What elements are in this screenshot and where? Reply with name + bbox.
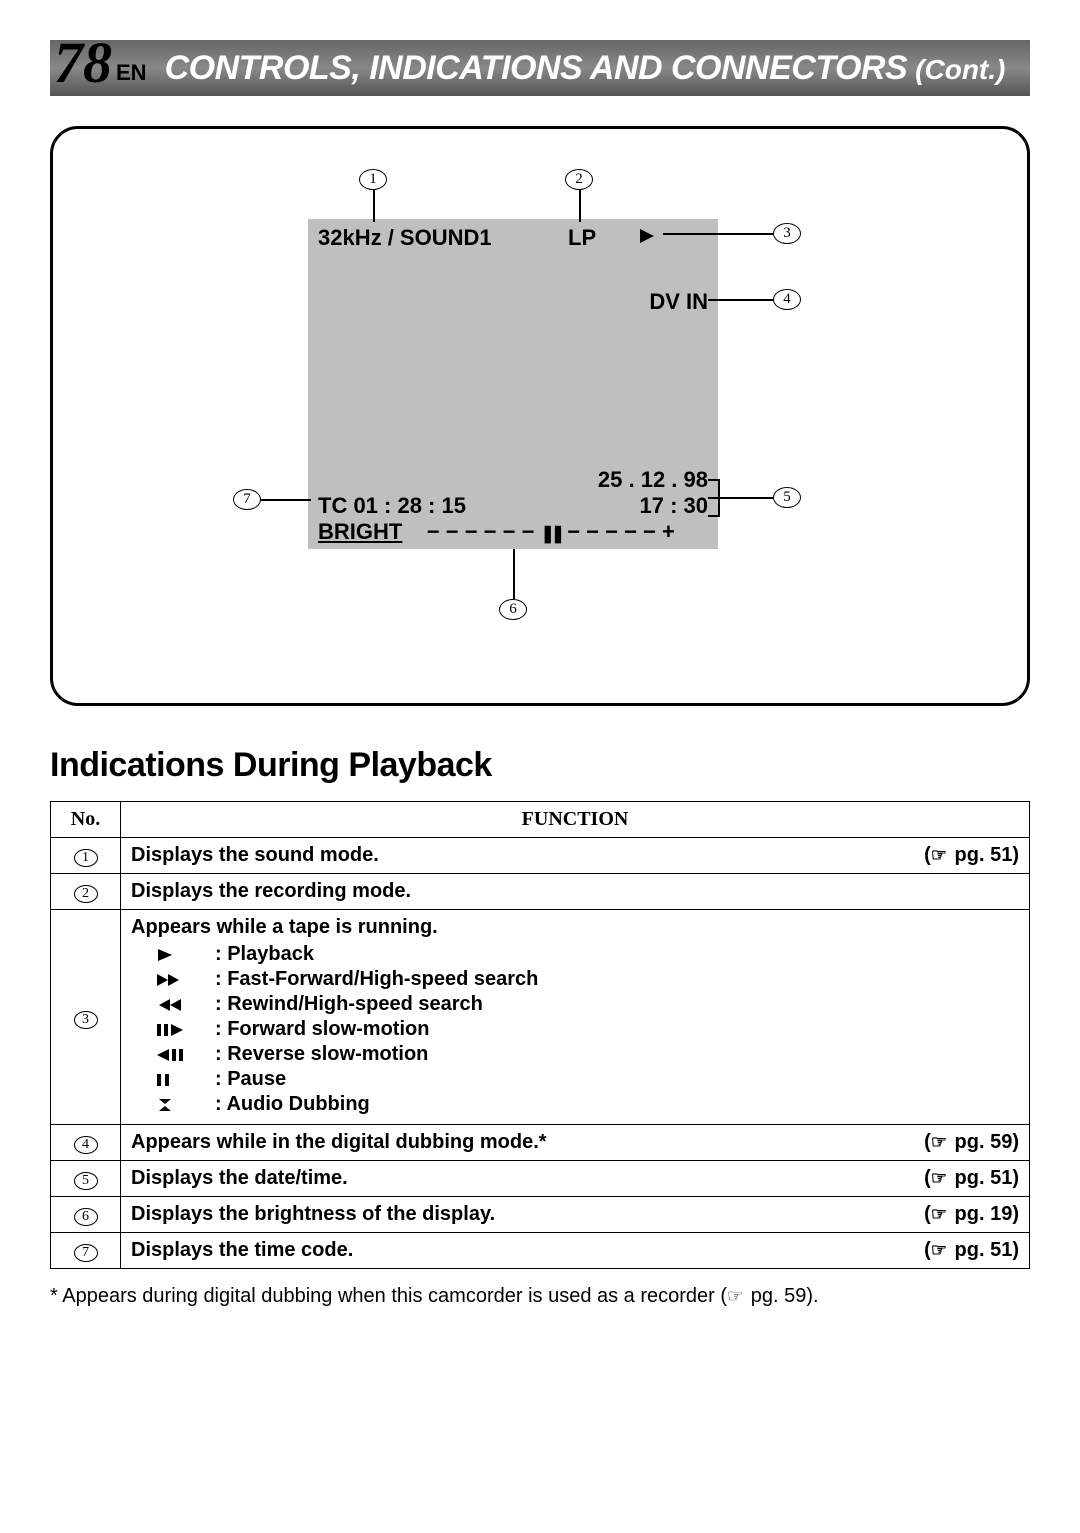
lead-4 — [708, 299, 773, 301]
lead-2 — [579, 190, 581, 222]
callout-4: 4 — [773, 289, 801, 310]
row-function: Displays the date/time.(☞ pg. 51) — [121, 1161, 1030, 1197]
fslow-icon — [155, 1022, 215, 1038]
bright-dashes-right: − − − − − — [567, 519, 656, 544]
callout-7: 7 — [233, 489, 261, 510]
lead-5c — [708, 479, 720, 481]
hand-icon: ☞ — [727, 1286, 743, 1307]
lead-1 — [373, 190, 375, 222]
callout-1: 1 — [359, 169, 387, 190]
icon-row: : Rewind/High-speed search — [155, 993, 1019, 1016]
table-row: 3Appears while a tape is running.: Playb… — [51, 910, 1030, 1125]
icon-label: : Pause — [215, 1068, 286, 1091]
lead-6 — [513, 549, 515, 599]
lead-7 — [261, 499, 311, 501]
row-function: Displays the sound mode.(☞ pg. 51) — [121, 838, 1030, 874]
screen-date: 25 . 12 . 98 — [598, 467, 708, 493]
icon-label: : Rewind/High-speed search — [215, 993, 483, 1016]
header-bar: 78 EN CONTROLS, INDICATIONS AND CONNECTO… — [50, 40, 1030, 96]
row-function: Appears while a tape is running.: Playba… — [121, 910, 1030, 1125]
table-row: 1Displays the sound mode.(☞ pg. 51) — [51, 838, 1030, 874]
screen-mode: LP — [568, 225, 596, 251]
page-lang: EN — [116, 60, 147, 92]
screen-sound: 32kHz / SOUND1 — [318, 225, 492, 251]
screen-box: 32kHz / SOUND1 LP DV IN 25 . 12 . 98 17 … — [308, 219, 718, 549]
icon-label: : Reverse slow-motion — [215, 1043, 428, 1066]
table-row: 5Displays the date/time.(☞ pg. 51) — [51, 1161, 1030, 1197]
bright-minus: − — [427, 519, 440, 544]
th-function: FUNCTION — [121, 802, 1030, 838]
play-icon — [155, 947, 215, 963]
bright-plus: + — [662, 519, 675, 544]
table-row: 2Displays the recording mode. — [51, 874, 1030, 910]
page-ref: (☞ pg. 51) — [924, 844, 1019, 867]
ff-icon — [155, 972, 215, 988]
footnote-text: * Appears during digital dubbing when th… — [50, 1285, 727, 1307]
th-no: No. — [51, 802, 121, 838]
page-ref: (☞ pg. 59) — [924, 1131, 1019, 1154]
row-number: 2 — [51, 874, 121, 910]
icon-label: : Audio Dubbing — [215, 1093, 370, 1116]
table-row: 4Appears while in the digital dubbing mo… — [51, 1125, 1030, 1161]
icon-label: : Forward slow-motion — [215, 1018, 429, 1041]
icon-row: : Forward slow-motion — [155, 1018, 1019, 1041]
page-ref: (☞ pg. 51) — [924, 1239, 1019, 1262]
icon-label: : Fast-Forward/High-speed search — [215, 968, 538, 991]
page-ref: (☞ pg. 51) — [924, 1167, 1019, 1190]
screen-bright: BRIGHT − − − − − − ❚❚ − − − − − + — [318, 519, 675, 545]
adub-icon — [155, 1097, 215, 1113]
footnote: * Appears during digital dubbing when th… — [50, 1285, 1030, 1308]
callout-5: 5 — [773, 487, 801, 508]
diagram-frame: 32kHz / SOUND1 LP DV IN 25 . 12 . 98 17 … — [50, 126, 1030, 706]
row-number: 4 — [51, 1125, 121, 1161]
header-title: CONTROLS, INDICATIONS AND CONNECTORS — [165, 49, 908, 92]
play-icon — [638, 225, 656, 251]
section-title: Indications During Playback — [50, 746, 1030, 785]
row-function: Displays the recording mode. — [121, 874, 1030, 910]
icon-row: : Fast-Forward/High-speed search — [155, 968, 1019, 991]
row-function: Displays the time code.(☞ pg. 51) — [121, 1233, 1030, 1269]
row-number: 3 — [51, 910, 121, 1125]
rslow-icon — [155, 1047, 215, 1063]
table-row: 6Displays the brightness of the display.… — [51, 1197, 1030, 1233]
callout-6: 6 — [499, 599, 527, 620]
row-number: 6 — [51, 1197, 121, 1233]
callout-2: 2 — [565, 169, 593, 190]
icon-row: : Pause — [155, 1068, 1019, 1091]
icon-row: : Playback — [155, 943, 1019, 966]
row-number: 1 — [51, 838, 121, 874]
icon-row: : Reverse slow-motion — [155, 1043, 1019, 1066]
icon-row: : Audio Dubbing — [155, 1093, 1019, 1116]
screen-dvin: DV IN — [649, 289, 708, 315]
header-cont: (Cont.) — [915, 54, 1005, 92]
page-number: 78 — [54, 34, 112, 92]
row-number: 5 — [51, 1161, 121, 1197]
pause-icon — [155, 1072, 215, 1088]
page-ref: (☞ pg. 19) — [924, 1203, 1019, 1226]
function-table: No. FUNCTION 1Displays the sound mode.(☞… — [50, 801, 1030, 1269]
lead-5b — [718, 479, 720, 517]
screen-tc: TC 01 : 28 : 15 — [318, 493, 466, 519]
row-function: Appears while in the digital dubbing mod… — [121, 1125, 1030, 1161]
bright-marker: ❚❚ — [541, 524, 562, 543]
callout-3: 3 — [773, 223, 801, 244]
icon-label: : Playback — [215, 943, 314, 966]
row-number: 7 — [51, 1233, 121, 1269]
bright-dashes-left: − − − − − — [446, 519, 535, 544]
bright-label: BRIGHT — [318, 519, 402, 544]
lead-3 — [663, 233, 773, 235]
screen-time: 17 : 30 — [640, 493, 709, 519]
footnote-pg: pg. 59). — [751, 1285, 819, 1307]
row-function: Displays the brightness of the display.(… — [121, 1197, 1030, 1233]
table-row: 7Displays the time code.(☞ pg. 51) — [51, 1233, 1030, 1269]
rew-icon — [155, 997, 215, 1013]
lead-5d — [708, 515, 720, 517]
